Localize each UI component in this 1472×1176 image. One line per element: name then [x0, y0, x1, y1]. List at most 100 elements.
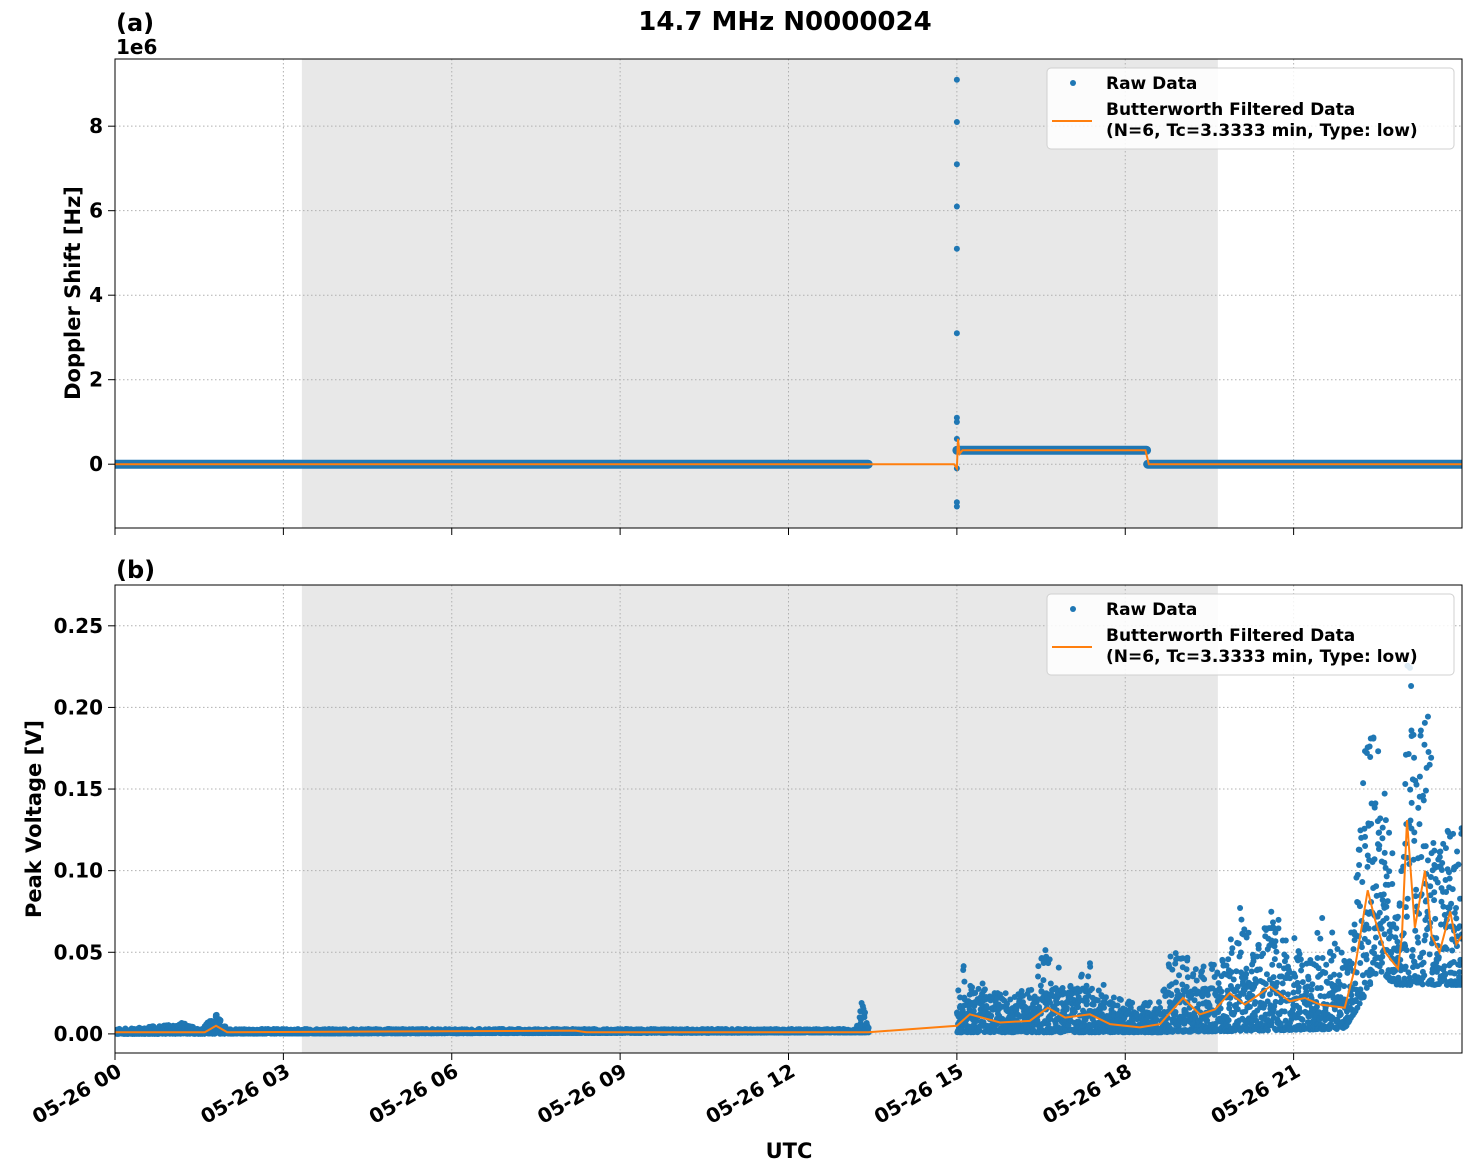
raw-data-point [1176, 972, 1182, 978]
raw-data-point [955, 987, 961, 993]
raw-data-point [1285, 991, 1291, 997]
raw-data-point [954, 330, 960, 336]
raw-data-point [1265, 1027, 1271, 1033]
raw-data-point [1243, 971, 1249, 977]
raw-data-point [1173, 979, 1179, 985]
raw-data-point [1274, 980, 1280, 986]
raw-data-point [1192, 997, 1198, 1003]
legend-label-filtered: (N=6, Tc=3.3333 min, Type: low) [1106, 121, 1418, 141]
raw-data-point [1225, 956, 1231, 962]
raw-data-point [1168, 991, 1174, 997]
raw-data-point [1028, 987, 1034, 993]
raw-data-point [1291, 935, 1297, 941]
y-tick-label: 0 [89, 452, 103, 476]
raw-data-point [1272, 943, 1278, 949]
raw-data-point [982, 986, 988, 992]
raw-data-point [1193, 966, 1199, 972]
raw-data-point [1184, 955, 1190, 961]
y-axis-label-b: Peak Voltage [V] [22, 720, 46, 918]
raw-data-point [1201, 976, 1207, 982]
raw-data-point [1236, 940, 1242, 946]
raw-data-point [1211, 962, 1217, 968]
raw-data-point [1260, 951, 1266, 957]
y-tick-label: 6 [89, 199, 103, 223]
raw-data-point [1256, 942, 1262, 948]
raw-data-point [954, 77, 960, 83]
raw-data-point [1003, 990, 1009, 996]
raw-data-point [1095, 997, 1101, 1003]
raw-data-point [1268, 909, 1274, 915]
y-axis-label-a: Doppler Shift [Hz] [61, 186, 85, 400]
raw-data-point [1216, 980, 1222, 986]
raw-data-point [1298, 956, 1304, 962]
raw-data-point [1297, 1008, 1303, 1014]
raw-data-point [1264, 971, 1270, 977]
raw-data-point [1084, 983, 1090, 989]
raw-data-point [1085, 973, 1091, 979]
raw-data-point [1194, 978, 1200, 984]
raw-data-point [1227, 1001, 1233, 1007]
raw-data-point [1042, 947, 1048, 953]
raw-data-point [1101, 982, 1107, 988]
raw-data-point [969, 984, 975, 990]
raw-data-point [988, 1013, 994, 1019]
raw-data-point [1243, 966, 1249, 972]
legend-marker-raw [1070, 80, 1076, 86]
raw-data-point [1089, 986, 1095, 992]
legend-label-raw: Raw Data [1106, 74, 1197, 94]
raw-data-point [1184, 984, 1190, 990]
raw-data-point [217, 1019, 223, 1025]
raw-data-point [1169, 967, 1175, 973]
raw-data-point [1269, 962, 1275, 968]
raw-data-point [954, 203, 960, 209]
y-tick-label: 0.10 [54, 859, 103, 883]
figure-title: 14.7 MHz N0000024 [638, 7, 931, 37]
raw-data-point [1048, 980, 1054, 986]
raw-data-point [1115, 1002, 1121, 1008]
raw-data-point [1218, 989, 1224, 995]
raw-data-point [954, 161, 960, 167]
raw-data-point [1035, 963, 1041, 969]
raw-data-point [1111, 994, 1117, 1000]
raw-data-point [1271, 974, 1277, 980]
raw-data-point [1075, 1004, 1081, 1010]
raw-data-point [954, 503, 960, 509]
raw-data-point [961, 979, 967, 985]
raw-data-point [954, 119, 960, 125]
y-tick-label: 0.15 [54, 777, 103, 801]
legend-label-filtered: Butterworth Filtered Data [1106, 100, 1355, 120]
raw-data-point [1246, 930, 1252, 936]
raw-data-point [980, 980, 986, 986]
raw-data-point [1275, 925, 1281, 931]
raw-data-point [954, 419, 960, 425]
y-tick-label: 2 [89, 368, 103, 392]
raw-data-point [1272, 956, 1278, 962]
raw-data-point [1205, 992, 1211, 998]
raw-data-point [1185, 974, 1191, 980]
raw-data-point [1237, 905, 1243, 911]
raw-data-point [1292, 974, 1298, 980]
raw-data-point [1129, 1000, 1135, 1006]
raw-data-point [961, 963, 967, 969]
panel-label-a: (a) [116, 9, 154, 37]
raw-data-point [1284, 954, 1290, 960]
panel-label-b: (b) [116, 556, 155, 584]
raw-data-point [862, 1009, 868, 1015]
raw-data-point [1084, 998, 1090, 1004]
raw-data-point [1238, 949, 1244, 955]
raw-data-point [1173, 950, 1179, 956]
legend: Raw Data Butterworth Filtered Data(N=6, T… [1047, 68, 1454, 149]
raw-data-point [1249, 968, 1255, 974]
raw-data-point [1282, 1008, 1288, 1014]
raw-data-point [1056, 965, 1062, 971]
raw-data-point [1184, 966, 1190, 972]
raw-data-point [1257, 966, 1263, 972]
raw-data-point [1272, 938, 1278, 944]
raw-data-point [1296, 984, 1302, 990]
y-tick-label: 0.00 [54, 1022, 103, 1046]
y-offset-label: 1e6 [116, 35, 157, 59]
raw-data-point [1101, 1005, 1107, 1011]
raw-data-point [1226, 1017, 1232, 1023]
